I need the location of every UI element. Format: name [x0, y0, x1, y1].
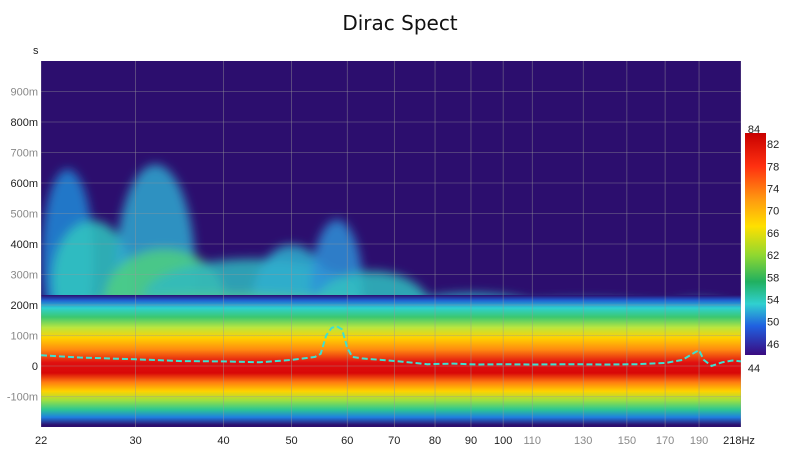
x-tick-label: 190 — [690, 435, 708, 447]
x-tick-label: 80 — [429, 435, 441, 447]
x-tick-label: 30 — [130, 435, 142, 447]
x-tick-label: 40 — [217, 435, 229, 447]
x-tick-label: 60 — [341, 435, 353, 447]
y-tick-label: 100m — [10, 331, 38, 343]
x-tick-label: 150 — [618, 435, 636, 447]
y-tick-label: 400m — [10, 239, 38, 251]
x-tick-label: 70 — [388, 435, 400, 447]
colorbar-label: 54 — [767, 295, 779, 307]
x-axis-ticks: 22 30 40 50 60 70 80 90 100 110 130 150 170 190 218Hz — [35, 435, 755, 447]
colorbar-label: 44 — [748, 363, 760, 375]
y-tick-label: 0 — [32, 361, 38, 373]
colorbar-label: 78 — [767, 161, 779, 173]
x-tick-label: 100 — [494, 435, 512, 447]
y-tick-label: 300m — [10, 270, 38, 282]
x-tick-label: 218Hz — [723, 435, 755, 447]
colorbar-label: 46 — [767, 339, 779, 351]
x-tick-label: 50 — [285, 435, 297, 447]
x-tick-label: 110 — [523, 435, 541, 447]
colorbar-label: 74 — [767, 184, 779, 196]
plot-area — [41, 61, 741, 427]
colorbar-label: 58 — [767, 272, 779, 284]
y-tick-label: 600m — [10, 178, 38, 190]
colorbar-gradient — [745, 133, 766, 355]
colorbar-label: 82 — [767, 139, 779, 151]
y-tick-label: 500m — [10, 209, 38, 221]
y-tick-label: 200m — [10, 300, 38, 312]
y-tick-label: 700m — [10, 148, 38, 160]
x-tick-label: 170 — [656, 435, 674, 447]
colorbar-label: 62 — [767, 250, 779, 262]
colorbar: 84 82 78 74 70 66 62 58 54 50 46 44 — [745, 124, 779, 375]
y-tick-label: 900m — [10, 87, 38, 99]
x-tick-label: 130 — [574, 435, 592, 447]
colorbar-label: 66 — [767, 228, 779, 240]
grid-lines — [41, 61, 741, 427]
y-axis-ticks: 900m 800m 700m 600m 500m 400m 300m 200m 100m 0 -10… — [7, 87, 38, 404]
y-tick-label: -100m — [7, 392, 38, 404]
colorbar-label: 84 — [748, 124, 760, 136]
y-axis-unit: s — [33, 45, 39, 57]
chart-title: Dirac Spect — [342, 11, 457, 35]
x-tick-label: 90 — [465, 435, 477, 447]
x-tick-label: 22 — [35, 435, 47, 447]
colorbar-label: 70 — [767, 206, 779, 218]
series-line — [41, 325, 741, 368]
y-tick-label: 800m — [10, 117, 38, 129]
colorbar-label: 50 — [767, 317, 779, 329]
